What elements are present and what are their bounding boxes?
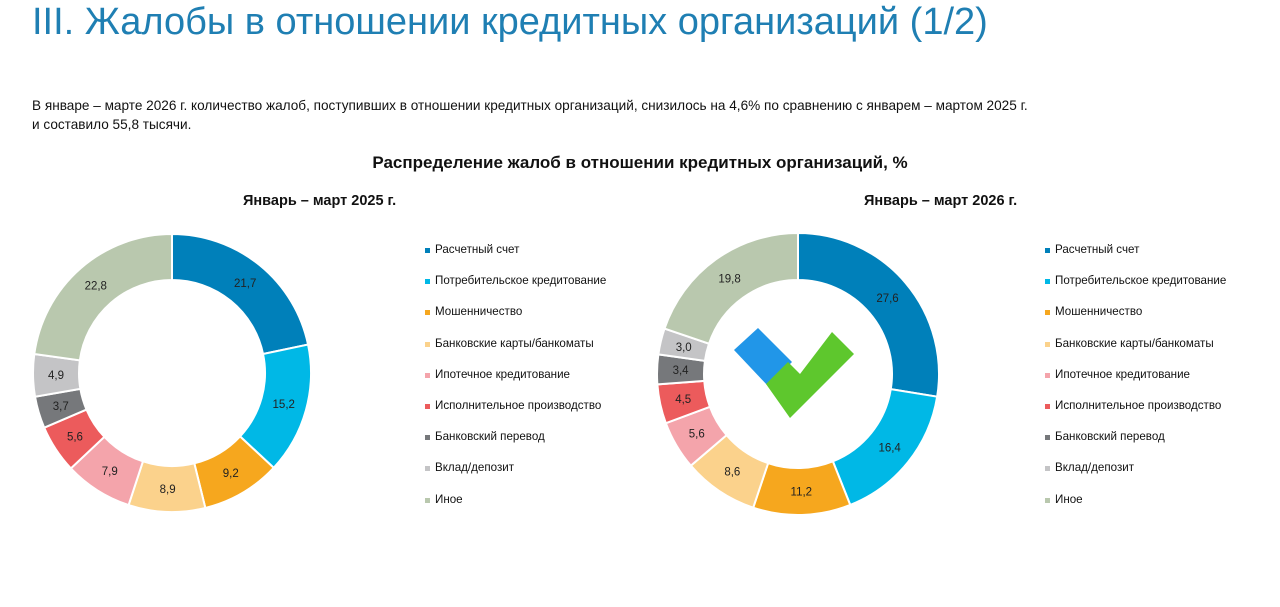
- chart-2026-title: Январь – март 2026 г.: [864, 193, 1018, 209]
- legend-item: Исполнительное производство: [425, 399, 606, 430]
- legend-swatch: [425, 497, 430, 503]
- legend-swatch: [1045, 372, 1050, 378]
- slice-value-label: 3,0: [676, 342, 692, 354]
- legend-swatch: [425, 248, 430, 253]
- legend-swatch: [425, 310, 430, 316]
- slice-value-label: 3,4: [673, 365, 690, 377]
- intro-line-1: В январе – марте 2026 г. количество жало…: [32, 98, 1028, 113]
- donut-slice: [33, 232, 173, 362]
- legend-swatch: [425, 279, 430, 285]
- intro-line-2: и составило 55,8 тысячи.: [32, 117, 192, 132]
- legend-label: Вклад/депозит: [1055, 461, 1135, 475]
- slice-value-label: 4,5: [675, 394, 691, 406]
- legend-item: Банковский перевод: [425, 430, 606, 461]
- donut-chart-2025: 21,7 15,2 9,2 8,9 7,9 5,6 3,7 4,9 22,8: [32, 232, 312, 513]
- legend-item: Банковский перевод: [1045, 430, 1226, 461]
- donut-slice: [663, 231, 799, 345]
- legend-item: Потребительское кредитование: [1045, 274, 1226, 305]
- legend-swatch: [1045, 466, 1050, 472]
- slice-value-label: 5,6: [689, 429, 705, 441]
- legend-swatch: [1045, 403, 1050, 409]
- legend-item: Иное: [1045, 493, 1226, 524]
- legend-label: Банковские карты/банкоматы: [1055, 336, 1214, 350]
- legend-label: Ипотечное кредитование: [435, 367, 570, 381]
- legend-label: Банковские карты/банкоматы: [435, 336, 594, 350]
- slice-value-label: 11,2: [791, 486, 813, 498]
- slice-value-label: 8,6: [724, 466, 740, 478]
- legend-2025: Расчетный счет Потребительское кредитован…: [425, 243, 606, 524]
- donut-slice: [171, 232, 310, 356]
- legend-item: Банковские карты/банкоматы: [1045, 337, 1226, 368]
- logo-green-shape: [766, 332, 854, 418]
- legend-label: Мошенничество: [435, 305, 523, 319]
- legend-swatch: [1045, 310, 1050, 316]
- legend-item: Вклад/депозит: [1045, 461, 1226, 492]
- legend-swatch: [1045, 497, 1050, 503]
- chart-2025-title: Январь – март 2025 г.: [243, 193, 397, 209]
- legend-label: Банковский перевод: [435, 430, 545, 444]
- legend-swatch: [425, 372, 430, 378]
- legend-item: Мошенничество: [1045, 305, 1226, 336]
- legend-swatch: [425, 403, 430, 409]
- legend-item: Потребительское кредитование: [425, 274, 606, 305]
- slice-value-label: 15,2: [273, 399, 295, 411]
- donut-chart-2026: 27,6 16,4 11,2 8,6 5,6 4,5 3,4 3,0 19,8: [656, 231, 940, 516]
- legend-label: Банковский перевод: [1055, 430, 1165, 444]
- slice-value-label: 27,6: [876, 293, 898, 305]
- chart-main-title: Распределение жалоб в отношении кредитны…: [372, 153, 908, 172]
- legend-item: Ипотечное кредитование: [1045, 368, 1226, 399]
- legend-item: Иное: [425, 493, 606, 524]
- legend-label: Исполнительное производство: [435, 398, 602, 412]
- slice-value-label: 7,9: [102, 466, 118, 478]
- slice-value-label: 4,9: [48, 370, 64, 382]
- brand-check-icon: [734, 328, 854, 418]
- slice-value-label: 5,6: [67, 432, 83, 444]
- legend-label: Вклад/депозит: [435, 461, 515, 475]
- slice-value-label: 22,8: [85, 281, 107, 293]
- legend-item: Ипотечное кредитование: [425, 368, 606, 399]
- logo-blue-shape: [734, 328, 792, 386]
- legend-item: Вклад/депозит: [425, 461, 606, 492]
- legend-label: Мошенничество: [1055, 305, 1143, 319]
- legend-item: Расчетный счет: [1045, 243, 1226, 274]
- legend-swatch: [425, 435, 430, 441]
- legend-label: Исполнительное производство: [1055, 398, 1222, 412]
- legend-item: Банковские карты/банкоматы: [425, 337, 606, 368]
- legend-swatch: [1045, 248, 1050, 253]
- slice-value-label: 19,8: [718, 273, 740, 285]
- legend-2026: Расчетный счет Потребительское кредитован…: [1045, 243, 1226, 524]
- legend-label: Иное: [435, 492, 463, 506]
- legend-swatch: [1045, 341, 1050, 347]
- legend-item: Мошенничество: [425, 305, 606, 336]
- page-title: III. Жалобы в отношении кредитных органи…: [32, 1, 988, 43]
- intro-text: В январе – марте 2026 г. количество жало…: [32, 96, 1252, 134]
- legend-label: Иное: [1055, 492, 1083, 506]
- legend-swatch: [425, 341, 430, 347]
- slice-value-label: 3,7: [53, 401, 69, 413]
- legend-label: Потребительское кредитование: [1055, 274, 1227, 288]
- slice-value-label: 9,2: [223, 468, 239, 480]
- legend-label: Потребительское кредитование: [435, 274, 607, 288]
- legend-label: Расчетный счет: [435, 243, 520, 256]
- slice-value-label: 16,4: [878, 443, 901, 455]
- legend-swatch: [1045, 279, 1050, 285]
- slice-value-label: 21,7: [234, 278, 256, 290]
- legend-label: Расчетный счет: [1055, 243, 1140, 256]
- legend-item: Расчетный счет: [425, 243, 606, 274]
- legend-swatch: [425, 466, 430, 472]
- legend-label: Ипотечное кредитование: [1055, 367, 1190, 381]
- legend-swatch: [1045, 435, 1050, 441]
- legend-item: Исполнительное производство: [1045, 399, 1226, 430]
- slice-value-label: 8,9: [160, 484, 176, 496]
